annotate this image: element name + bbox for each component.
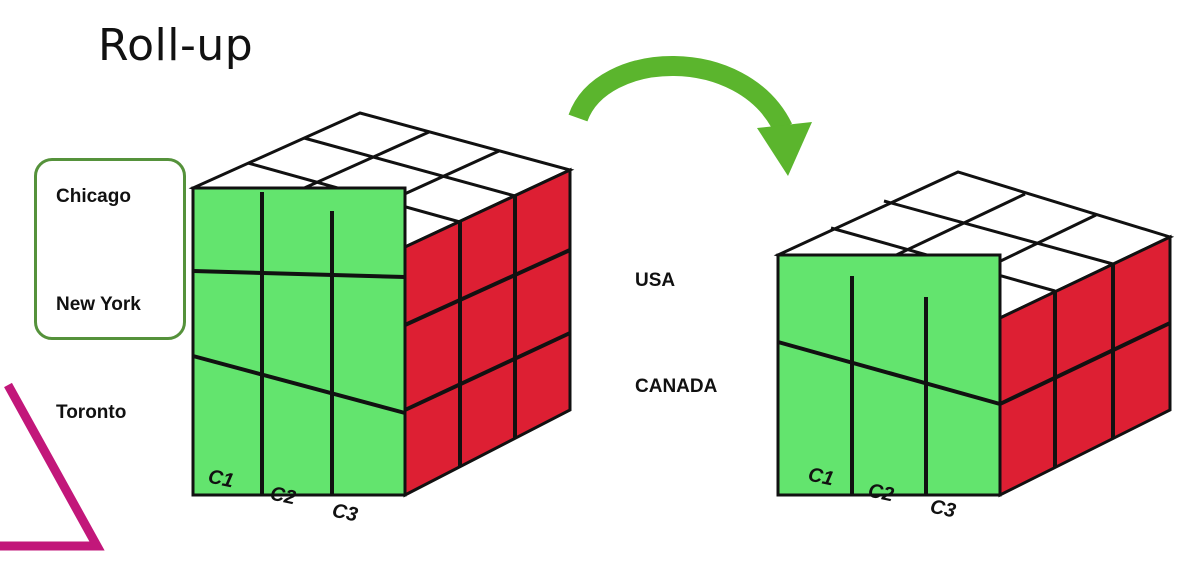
left-col-label-c1: C1 [206,465,236,493]
city-label-chicago: Chicago [56,186,131,207]
right-col-label-c1: C1 [806,463,836,491]
city-label-toronto: Toronto [56,402,127,423]
country-label-canada: CANADA [635,376,718,397]
city-label-new-york: New York [56,294,141,315]
left-col-label-c2: C2 [268,482,298,510]
left-col-label-c3: C3 [330,499,360,527]
city-group-highlight [34,158,186,340]
right-col-label-c2: C2 [866,479,896,507]
right-col-label-c3: C3 [928,495,958,523]
slide-title: Roll-up [98,20,254,71]
country-label-usa: USA [635,270,676,291]
